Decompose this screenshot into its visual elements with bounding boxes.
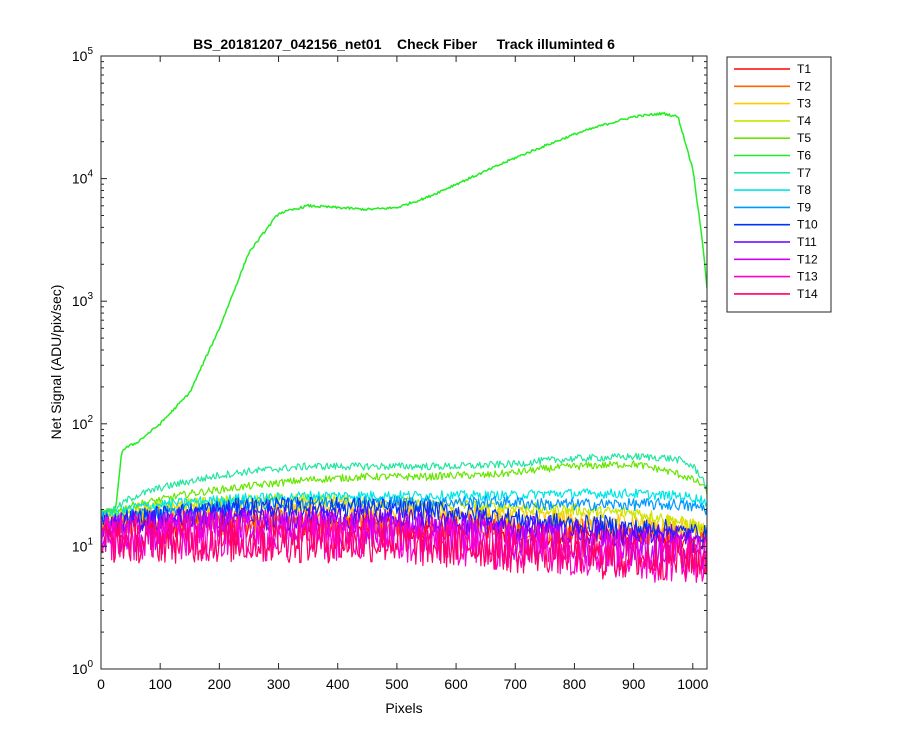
legend-label-t7: T7 [797,166,811,180]
legend-label-t3: T3 [797,97,811,111]
x-tick-label: 800 [563,676,587,692]
y-tick-exponent: 4 [87,169,93,180]
x-tick-label: 600 [444,676,468,692]
y-tick-base: 10 [72,171,88,187]
series-line-t8 [101,488,707,521]
legend-label-t1: T1 [797,62,811,76]
x-axis-label: Pixels [385,700,422,716]
x-tick-label: 900 [622,676,646,692]
legend-label-t9: T9 [797,200,811,214]
y-tick-exponent: 5 [87,46,93,57]
x-tick-label: 200 [208,676,232,692]
x-tick-label: 300 [267,676,291,692]
legend-label-t2: T2 [797,79,811,93]
series-line-t11 [101,505,707,555]
x-tick-label: 500 [385,676,409,692]
y-tick-base: 10 [72,48,88,64]
legend-label-t12: T12 [797,252,818,266]
y-tick-label: 103 [72,291,94,309]
series-line-t10 [101,496,707,544]
series-line-t5 [101,460,707,516]
y-tick-label: 105 [72,46,94,64]
legend-box [726,56,832,313]
series-line-t6 [101,111,707,513]
y-tick-base: 10 [72,293,88,309]
y-tick-base: 10 [72,416,88,432]
plot-frame [100,55,708,670]
y-axis-label: Net Signal (ADU/pix/sec) [48,285,64,440]
series-line-t7 [101,452,707,515]
y-tick-base: 10 [72,538,88,554]
legend-label-t4: T4 [797,114,811,128]
y-tick-base: 10 [72,661,88,677]
series-layer [101,111,707,584]
legend-label-t13: T13 [797,270,818,284]
y-tick-exponent: 2 [87,414,93,425]
x-tick-label: 1000 [677,676,708,692]
y-tick-label: 104 [72,169,94,187]
legend-label-t6: T6 [797,149,811,163]
y-tick-exponent: 0 [87,659,93,670]
x-tick-label: 0 [97,676,105,692]
legend-label-t8: T8 [797,183,811,197]
y-tick-label: 102 [72,414,94,432]
chart-title: BS_20181207_042156_net01 Check Fiber Tra… [193,36,615,52]
y-tick-label: 101 [72,536,94,554]
x-tick-label: 700 [504,676,528,692]
ticks-layer: 0 100 200 300 400 500 600 700 800 900 100010010110… [72,46,709,692]
legend-label-t14: T14 [797,287,818,301]
legend-label-t5: T5 [797,131,811,145]
x-tick-label: 100 [149,676,173,692]
y-tick-exponent: 1 [87,536,93,547]
y-tick-exponent: 3 [87,291,93,302]
legend-label-t10: T10 [797,218,818,232]
legend-label-t11: T11 [797,235,817,249]
x-tick-label: 400 [326,676,350,692]
series-line-t14 [101,518,707,581]
y-tick-label: 100 [72,659,94,677]
legend: T1 T2 T3 T4 T5 T6 T7 T8 T9 T10 T11 T12 T13 T14 [726,56,832,313]
